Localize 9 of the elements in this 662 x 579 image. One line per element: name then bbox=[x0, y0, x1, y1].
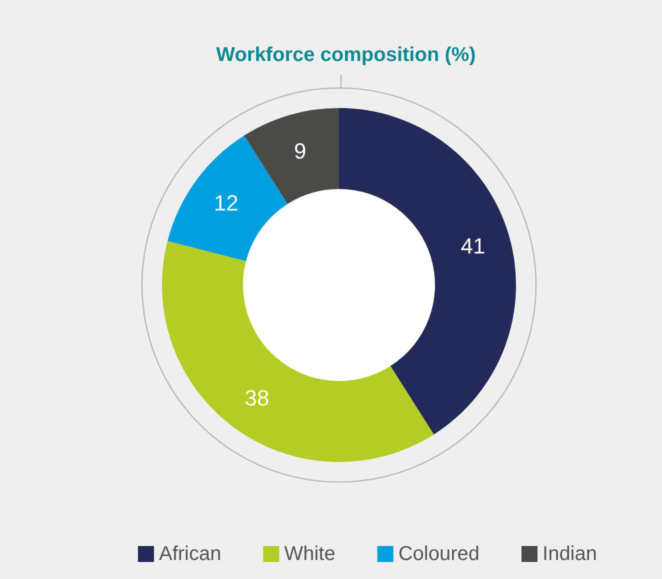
legend-label: Coloured bbox=[398, 543, 480, 565]
legend-label: African bbox=[158, 543, 222, 565]
data-label: 9 bbox=[294, 138, 306, 164]
legend-label: Indian bbox=[542, 543, 598, 565]
data-label: 41 bbox=[460, 234, 486, 259]
chart-title: Workforce composition (%) bbox=[216, 44, 476, 66]
data-label: 12 bbox=[214, 190, 238, 216]
legend-label: White bbox=[284, 543, 336, 565]
data-label: 38 bbox=[244, 385, 270, 410]
